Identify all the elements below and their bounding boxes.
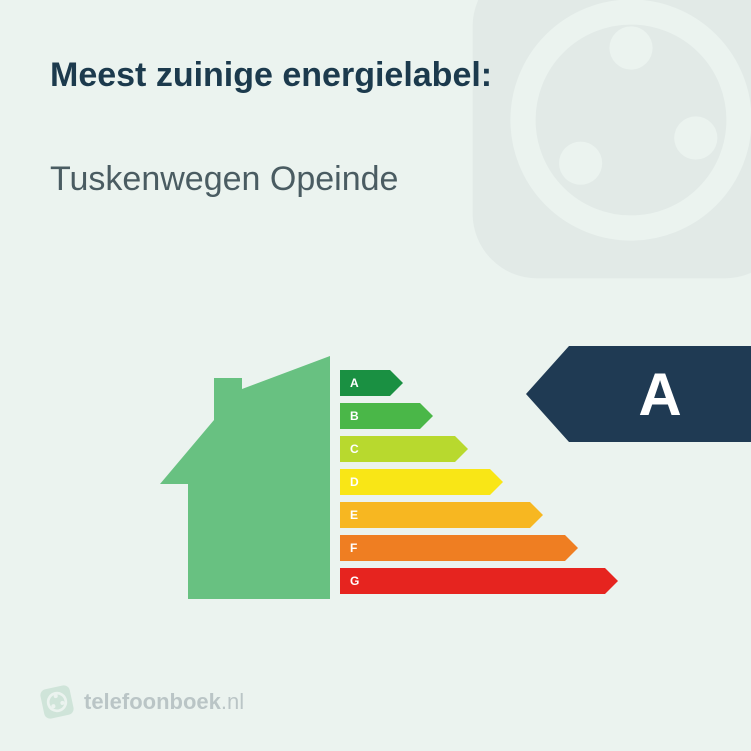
energy-bar-label: C (350, 442, 359, 456)
energy-bar-label: B (350, 409, 359, 423)
energy-bar-e: E (340, 498, 618, 531)
energy-bar-label: D (350, 475, 359, 489)
background-dial-icon (451, 0, 751, 300)
footer-brand-text: telefoonboek.nl (84, 689, 244, 715)
rating-badge-arrow (526, 346, 569, 442)
energy-bar-d: D (340, 465, 618, 498)
footer-logo-icon (37, 682, 77, 722)
house-icon (160, 356, 338, 616)
footer-brand-bold: telefoonboek (84, 689, 221, 714)
energy-bar-label: F (350, 541, 357, 555)
energy-bar-f: F (340, 531, 618, 564)
footer-brand: telefoonboek.nl (40, 685, 244, 719)
energy-bar-label: G (350, 574, 359, 588)
energy-bar-label: A (350, 376, 359, 390)
page-title: Meest zuinige energielabel: (50, 56, 492, 95)
footer-brand-thin: .nl (221, 689, 244, 714)
location-subtitle: Tuskenwegen Opeinde (50, 160, 398, 199)
rating-badge-body: A (569, 346, 751, 442)
rating-letter: A (638, 360, 681, 429)
rating-badge: A (526, 346, 751, 442)
energy-bar-g: G (340, 564, 618, 597)
energy-bar-label: E (350, 508, 358, 522)
